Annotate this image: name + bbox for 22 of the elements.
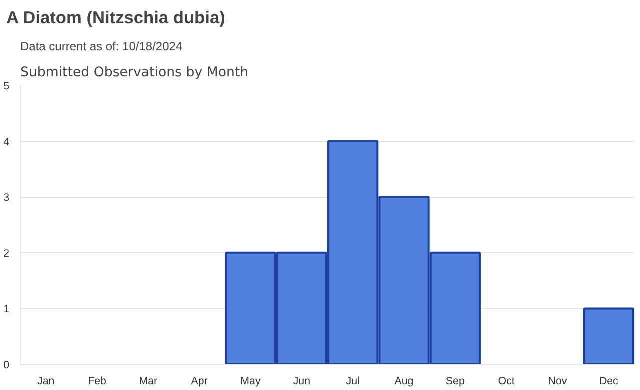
y-tick-label: 3	[4, 192, 10, 204]
x-tick-label: May	[240, 376, 262, 388]
chart-title: A Diatom (Nitzschia dubia)	[6, 8, 226, 28]
x-tick-label: Mar	[139, 376, 158, 388]
y-tick-label: 4	[4, 136, 10, 148]
x-tick-label: Apr	[191, 376, 208, 388]
y-tick-label: 0	[4, 360, 10, 372]
x-tick-label: Aug	[394, 376, 414, 388]
y-tick-label: 2	[4, 248, 10, 260]
x-tick-label: Sep	[446, 376, 465, 388]
y-tick-label: 5	[4, 80, 10, 92]
bar	[583, 308, 634, 364]
x-tick-label: Jul	[346, 376, 360, 388]
x-tick-label: Nov	[548, 376, 568, 388]
x-tick-label: Feb	[88, 376, 107, 388]
x-tick-label: Jan	[37, 376, 55, 388]
chart-subtitle: Data current as of: 10/18/2024	[20, 40, 183, 54]
x-tick-label: Dec	[599, 376, 620, 388]
x-tick-label: Oct	[498, 376, 515, 388]
x-tick-label: Jun	[293, 376, 311, 388]
y-tick-label: 1	[4, 304, 10, 316]
text: Submitted Observations by Month	[20, 66, 249, 80]
